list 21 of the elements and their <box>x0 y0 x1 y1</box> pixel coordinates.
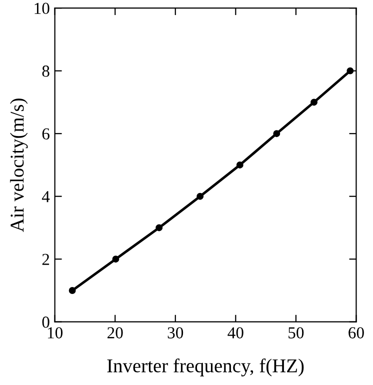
y-tick-label: 2 <box>42 254 50 265</box>
point <box>236 162 244 168</box>
y-tick-label: 0 <box>42 316 50 328</box>
y-tick-label: 10 <box>34 2 50 14</box>
point <box>196 192 204 200</box>
point <box>310 98 318 106</box>
x-tick-label: 20 <box>108 327 123 338</box>
point <box>273 130 280 138</box>
y-tick-label: 8 <box>42 66 50 77</box>
x-axis-title: Inverter frequency, f(HZ) <box>107 358 304 376</box>
point <box>346 67 354 74</box>
y-axis-title: Air velocity(m/s) <box>10 98 28 232</box>
x-tick-label: 30 <box>168 327 184 338</box>
point <box>112 256 120 263</box>
x-tick-label: 60 <box>348 327 364 338</box>
x-tick-label: 40 <box>228 327 244 338</box>
y-tick-label: 4 <box>42 191 50 202</box>
point <box>68 287 76 294</box>
x-tick-label: 50 <box>288 327 304 338</box>
y-tick-label: 6 <box>42 128 50 140</box>
point <box>156 224 163 232</box>
